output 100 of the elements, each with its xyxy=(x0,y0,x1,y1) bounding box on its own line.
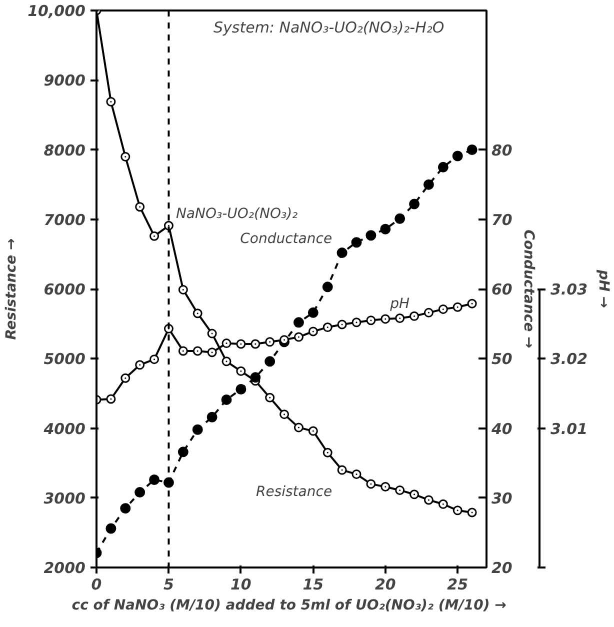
point xyxy=(452,506,462,516)
y-tick-label: 7000 xyxy=(44,210,86,229)
y2-tick-label: 30 xyxy=(492,489,512,508)
point xyxy=(206,412,218,422)
point xyxy=(467,508,477,518)
point xyxy=(466,144,478,155)
point xyxy=(366,230,376,241)
y3-tick-label: 3.03 xyxy=(550,280,588,298)
point xyxy=(380,314,390,324)
series-label: pH xyxy=(389,296,410,312)
y2-tick-label: 80 xyxy=(492,141,512,160)
point xyxy=(410,311,420,321)
point xyxy=(424,495,434,505)
y-tick-label: 6000 xyxy=(44,280,86,298)
point xyxy=(308,307,318,318)
point xyxy=(351,237,362,248)
point xyxy=(337,465,347,475)
point xyxy=(178,284,188,294)
point xyxy=(366,316,376,326)
point xyxy=(106,96,116,106)
point xyxy=(106,523,116,534)
point xyxy=(135,202,145,212)
point xyxy=(178,446,188,458)
point xyxy=(352,469,362,479)
point xyxy=(149,474,160,486)
point xyxy=(207,328,217,338)
text: System: NaNO₃-UO₂(NO₃)₂-H₂O xyxy=(214,18,444,36)
point xyxy=(265,337,275,347)
point xyxy=(120,152,130,162)
y2-tick-label: 60 xyxy=(492,280,512,298)
point xyxy=(280,335,290,345)
y3-tick-label: 3.02 xyxy=(550,350,588,368)
point xyxy=(236,384,246,394)
point xyxy=(120,373,130,383)
point xyxy=(150,231,160,241)
point xyxy=(308,326,318,336)
point xyxy=(264,356,276,367)
point xyxy=(352,318,362,328)
point xyxy=(106,394,116,404)
point xyxy=(222,356,232,366)
point xyxy=(394,213,406,224)
point xyxy=(438,162,448,172)
point xyxy=(410,490,420,500)
y-tick-label: 5000 xyxy=(44,350,86,368)
x-tick-label: 5 xyxy=(164,576,174,594)
y-tick-label: 8000 xyxy=(44,141,86,160)
point xyxy=(221,394,232,405)
point xyxy=(207,348,217,358)
point xyxy=(409,198,420,210)
point xyxy=(452,150,463,162)
point xyxy=(250,339,260,349)
point xyxy=(280,410,290,420)
point xyxy=(150,354,160,364)
y-tick-label: 2000 xyxy=(44,559,86,577)
y-axis-title: Resistance → xyxy=(4,238,20,340)
point xyxy=(423,179,434,190)
x-tick-label: 25 xyxy=(447,576,468,594)
y3-axis-title: pH → xyxy=(596,268,612,308)
y2-axis-title: Conductance → xyxy=(520,230,536,349)
point xyxy=(322,448,332,458)
point xyxy=(135,360,145,370)
y2-tick-label: 40 xyxy=(490,420,512,438)
point xyxy=(366,479,376,489)
y-tick-label: 3000 xyxy=(44,489,86,508)
point xyxy=(322,322,332,332)
x-axis-title: cc of NaNO₃ (M/10) added to 5ml of UO₂(NO₃)₂ (M/10) → xyxy=(72,598,507,614)
point xyxy=(178,346,188,356)
point xyxy=(337,320,347,330)
point xyxy=(380,482,390,492)
point xyxy=(293,317,304,328)
point xyxy=(322,282,333,292)
point xyxy=(395,314,405,323)
point xyxy=(265,392,275,402)
point xyxy=(236,366,246,376)
point xyxy=(222,338,232,348)
point xyxy=(120,503,131,514)
y-tick-label: 4000 xyxy=(42,420,86,438)
point xyxy=(452,302,462,312)
ref-line-label: NaNO₃-UO₂(NO₃)₂ xyxy=(176,206,298,222)
x-tick-label: 15 xyxy=(302,576,324,594)
point xyxy=(438,304,448,314)
point xyxy=(438,499,448,509)
series-label: Conductance xyxy=(240,230,332,247)
y2-tick-label: 70 xyxy=(492,210,512,229)
point xyxy=(192,346,202,356)
point xyxy=(336,248,348,258)
series-label: Resistance xyxy=(256,484,332,500)
y-tick-label: 10,000 xyxy=(28,2,86,20)
point xyxy=(192,424,203,435)
point xyxy=(395,485,405,495)
point xyxy=(467,298,477,308)
x-tick-label: 10 xyxy=(230,576,252,594)
point xyxy=(250,372,261,383)
x-tick-label: 0 xyxy=(91,576,102,594)
point xyxy=(294,422,304,432)
y3-tick-label: 3.01 xyxy=(550,420,588,438)
y-tick-label: 9000 xyxy=(44,72,86,90)
point xyxy=(294,332,304,342)
x-tick-label: 20 xyxy=(374,576,396,594)
y2-tick-label: 50 xyxy=(492,350,512,368)
